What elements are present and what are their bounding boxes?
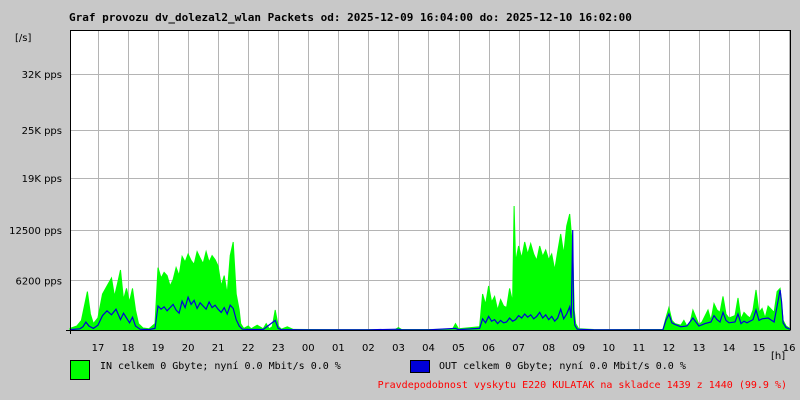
x-tick-label-15: 15 [753,343,766,354]
legend-in-swatch [70,360,90,380]
x-tick-label-00: 00 [302,343,315,354]
series-out-line [69,229,791,331]
legend-out-text: OUT celkem 0 Gbyte; nyní 0.0 Mbit/s 0.0 … [439,361,686,372]
x-tick-label-05: 05 [452,343,465,354]
x-tick-label-09: 09 [572,343,585,354]
x-tick-label-20: 20 [182,343,195,354]
series-in-area [69,205,791,331]
x-tick-label-08: 08 [542,343,555,354]
x-tick-label-06: 06 [482,343,495,354]
x-tick-label-16: 16 [783,343,796,354]
x-tick-label-03: 03 [392,343,405,354]
x-tick-label-10: 10 [602,343,615,354]
tick-labels: 6200 pps 12500 pps 19K pps 25K pps 32K pps 17… [9,33,795,360]
y-tick-label-4: 32K pps [22,70,62,81]
series-layer [69,205,791,331]
x-tick-label-07: 07 [512,343,525,354]
x-tick-label-14: 14 [723,343,736,354]
x-tick-label-13: 13 [693,343,706,354]
y-tick-label-0: 6200 pps [15,276,62,287]
axes [66,30,791,334]
x-tick-label-11: 11 [632,343,645,354]
x-tick-label-01: 01 [332,343,345,354]
x-tick-label-17: 17 [92,343,105,354]
footer-probability-text: Pravdepodobnost vyskytu E220 KULATAK na … [377,380,787,391]
traffic-chart: 6200 pps 12500 pps 19K pps 25K pps 32K pps 17… [9,30,795,360]
x-tick-label-04: 04 [422,343,435,354]
x-tick-label-02: 02 [362,343,375,354]
y-axis-unit-label: [/s] [15,33,31,44]
x-tick-label-23: 23 [272,343,285,354]
y-tick-label-3: 25K pps [22,126,62,137]
legend-in-text: IN celkem 0 Gbyte; nyní 0.0 Mbit/s 0.0 % [100,361,341,372]
x-tick-label-18: 18 [122,343,135,354]
legend-out-swatch [410,360,430,373]
x-tick-label-19: 19 [152,343,165,354]
x-tick-label-21: 21 [212,343,225,354]
chart-title: Graf provozu dv_dolezal2_wlan Packets od… [69,11,632,24]
y-tick-label-2: 19K pps [22,174,62,185]
legend-in-row: IN celkem 0 Gbyte; nyní 0.0 Mbit/s 0.0 %… [0,358,800,380]
y-tick-label-1: 12500 pps [9,226,62,237]
x-tick-label-22: 22 [242,343,255,354]
x-tick-label-12: 12 [663,343,676,354]
x-axis-unit-label: [h] [771,351,785,360]
